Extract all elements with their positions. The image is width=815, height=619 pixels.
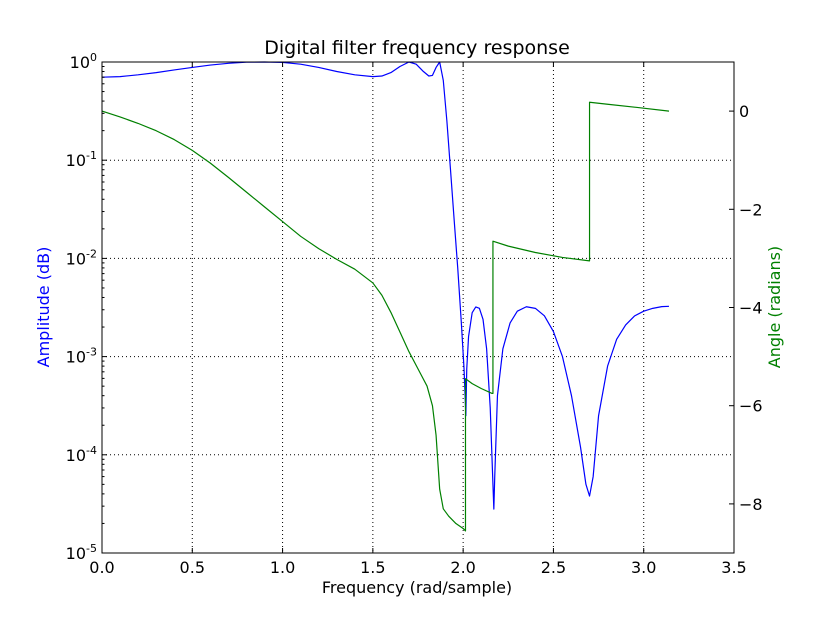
axes-layer [101,61,735,554]
y-tick-label-left: 100 [70,51,97,72]
x-tick-label: 3.0 [631,558,656,577]
y-tick-label-right: −2 [739,200,763,219]
x-tick-label: 0.0 [89,558,114,577]
y-tick-label-left: 10-4 [66,444,97,465]
y-tick-label-left: 10-2 [66,247,97,268]
y-tick-label-right: −4 [739,299,763,318]
y-tick-label-left: 10-5 [66,542,97,563]
x-tick-label: 0.5 [180,558,205,577]
x-tick-label: 1.5 [360,558,385,577]
grid-layer [102,62,734,553]
y-tick-label-left: 10-3 [66,346,97,367]
x-tick-label: 1.0 [270,558,295,577]
x-tick-label: 2.5 [541,558,566,577]
y-tick-label-right: 0 [739,102,749,121]
x-tick-label: 3.5 [721,558,746,577]
plot-frame [101,61,735,554]
x-tick-label: 2.0 [450,558,475,577]
y-tick-label-right: −6 [739,397,763,416]
y-axis-label-left: Amplitude (dB) [34,247,53,368]
tick-layer: 0.0 0.5 1.0 1.5 2.0 2.5 3.0 3.5 100 10-1 10-2 10-3 1… [66,51,763,577]
y-tick-label-left: 10-1 [66,149,97,170]
y-axis-label-right: Angle (radians) [765,246,784,368]
y-tick-label-right: −8 [739,495,763,514]
plot-layer [101,61,670,532]
chart-title: Digital filter frequency response [264,37,570,59]
amplitude-series-line [101,61,670,510]
angle-series-line [101,101,670,532]
x-axis-label: Frequency (rad/sample) [322,578,512,597]
